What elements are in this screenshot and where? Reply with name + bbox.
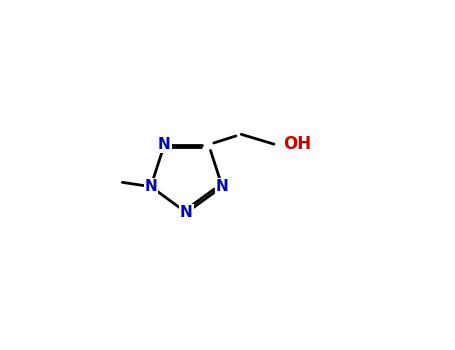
Text: N: N bbox=[216, 179, 228, 194]
Text: N: N bbox=[144, 179, 157, 194]
Text: N: N bbox=[158, 137, 171, 152]
Text: OH: OH bbox=[283, 135, 312, 153]
Text: N: N bbox=[180, 205, 193, 220]
